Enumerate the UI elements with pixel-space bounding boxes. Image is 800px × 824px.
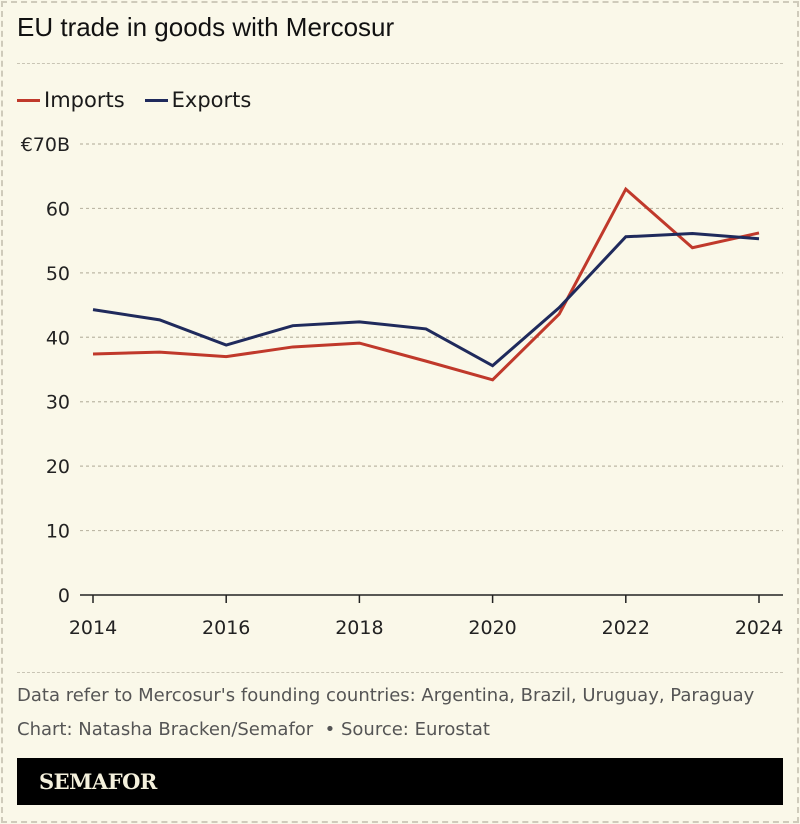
y-tick-label: 60 — [46, 198, 70, 220]
legend-label-imports: Imports — [44, 88, 125, 112]
y-tick-label: 0 — [58, 585, 70, 607]
y-tick-label: 20 — [46, 456, 70, 478]
legend: Imports Exports — [17, 88, 251, 112]
legend-label-exports: Exports — [171, 88, 252, 112]
divider — [17, 63, 783, 64]
legend-item-imports: Imports — [17, 88, 125, 112]
credit-line: Chart: Natasha Bracken/Semafor • Source:… — [17, 719, 490, 740]
semafor-logo: SEMAFOR — [39, 769, 157, 794]
x-tick-label: 2022 — [602, 617, 650, 639]
y-tick-label: 10 — [46, 521, 70, 543]
y-tick-label: 40 — [46, 327, 70, 349]
y-tick-label: €70B — [21, 134, 70, 156]
x-tick-label: 2016 — [202, 617, 250, 639]
x-tick-label: 2014 — [69, 617, 117, 639]
legend-swatch-exports — [144, 98, 168, 102]
x-tick-label: 2024 — [735, 617, 783, 639]
data-note: Data refer to Mercosur's founding countr… — [17, 685, 755, 706]
y-tick-label: 30 — [46, 392, 70, 414]
legend-item-exports: Exports — [144, 88, 252, 112]
legend-swatch-imports — [17, 98, 40, 102]
x-tick-label: 2020 — [468, 617, 516, 639]
divider — [17, 672, 783, 673]
brand-bar: SEMAFOR — [17, 758, 783, 805]
x-tick-label: 2018 — [335, 617, 383, 639]
y-tick-label: 50 — [46, 263, 70, 285]
series-line-exports — [92, 232, 760, 368]
series-line-imports — [92, 186, 760, 382]
chart-title: EU trade in goods with Mercosur — [17, 12, 395, 42]
